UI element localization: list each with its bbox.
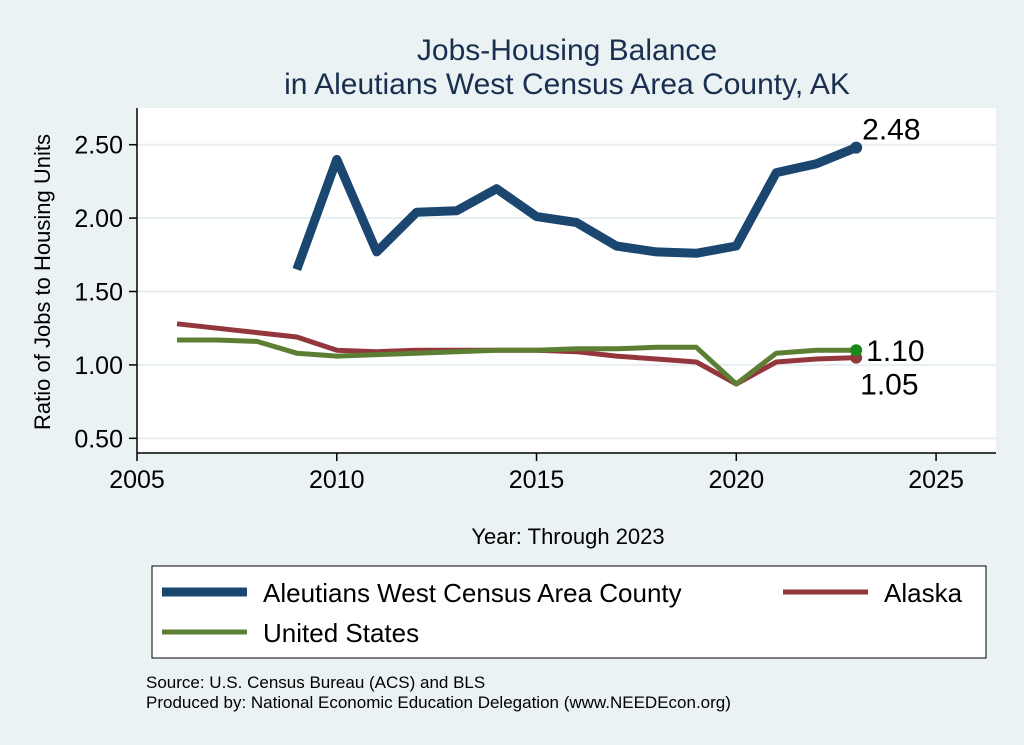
x-tick-label: 2010	[309, 466, 365, 494]
series-lines	[176, 143, 858, 387]
axis-ticks: 0.50 1.00 1.50 2.00 2.50 2005 2010 2015 2020 2025	[74, 132, 964, 494]
end-label-aleutians: 2.48	[862, 114, 920, 147]
legend-label-united-states: United States	[263, 618, 419, 648]
end-marker-aleutians	[850, 141, 863, 154]
end-label-united-states: 1.10	[866, 335, 924, 368]
y-tick-label: 1.50	[74, 279, 123, 307]
source-line-1: Source: U.S. Census Bureau (ACS) and BLS	[146, 673, 485, 692]
x-tick-label: 2005	[109, 466, 165, 494]
chart-title-line-1: Jobs-Housing Balance	[417, 34, 717, 67]
x-tick-label: 2025	[908, 466, 964, 494]
end-label-alaska: 1.05	[860, 369, 918, 402]
end-marker-united-states	[850, 344, 863, 357]
legend-box	[151, 565, 987, 659]
y-tick-label: 2.50	[74, 132, 123, 160]
x-tick-label: 2020	[708, 466, 764, 494]
legend-label-aleutians: Aleutians West Census Area County	[263, 578, 682, 608]
end-labels: 2.48 1.051.10	[850, 114, 925, 402]
y-tick-label: 1.00	[74, 352, 123, 380]
y-tick-label: 2.00	[74, 205, 123, 233]
plot-area	[137, 108, 996, 453]
chart-title-line-2: in Aleutians West Census Area County, AK	[284, 68, 850, 101]
x-axis-label: Year: Through 2023	[471, 524, 664, 549]
x-tick-label: 2015	[509, 466, 565, 494]
source-line-2: Produced by: National Economic Education…	[146, 693, 731, 712]
series-line-aleutians	[292, 143, 858, 272]
legend-label-alaska: Alaska	[884, 578, 963, 608]
y-axis-label: Ratio of Jobs to Housing Units	[30, 134, 55, 430]
series-line-united-states	[177, 337, 857, 387]
y-tick-label: 0.50	[74, 425, 123, 453]
